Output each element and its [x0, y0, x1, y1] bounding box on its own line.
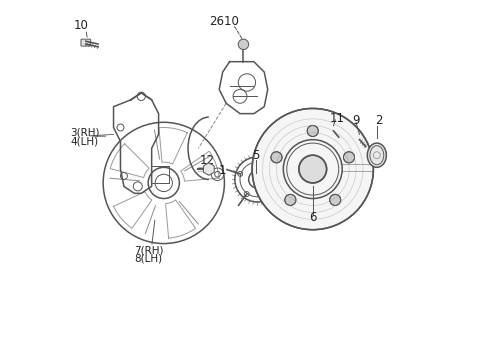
- Text: 2: 2: [375, 114, 383, 127]
- Polygon shape: [204, 163, 214, 175]
- FancyBboxPatch shape: [81, 39, 91, 46]
- Text: 6: 6: [309, 211, 316, 224]
- Circle shape: [330, 194, 341, 206]
- Text: 1: 1: [218, 164, 226, 177]
- Circle shape: [271, 152, 282, 163]
- Text: 3(RH): 3(RH): [70, 128, 100, 138]
- Text: 12: 12: [200, 154, 215, 167]
- Circle shape: [356, 136, 363, 143]
- Circle shape: [252, 108, 373, 230]
- Circle shape: [329, 126, 335, 132]
- Text: 8(LH): 8(LH): [134, 253, 162, 263]
- Ellipse shape: [367, 143, 386, 167]
- Text: 4(LH): 4(LH): [70, 136, 98, 146]
- Text: 10: 10: [74, 19, 89, 32]
- Circle shape: [344, 152, 355, 163]
- Circle shape: [299, 155, 326, 183]
- Circle shape: [238, 39, 249, 50]
- Text: 9: 9: [353, 114, 360, 127]
- Text: 5: 5: [252, 149, 259, 162]
- Circle shape: [285, 194, 296, 206]
- Text: 7(RH): 7(RH): [134, 245, 164, 256]
- Text: 11: 11: [330, 112, 345, 125]
- Text: 2610: 2610: [209, 15, 240, 28]
- Circle shape: [307, 125, 318, 137]
